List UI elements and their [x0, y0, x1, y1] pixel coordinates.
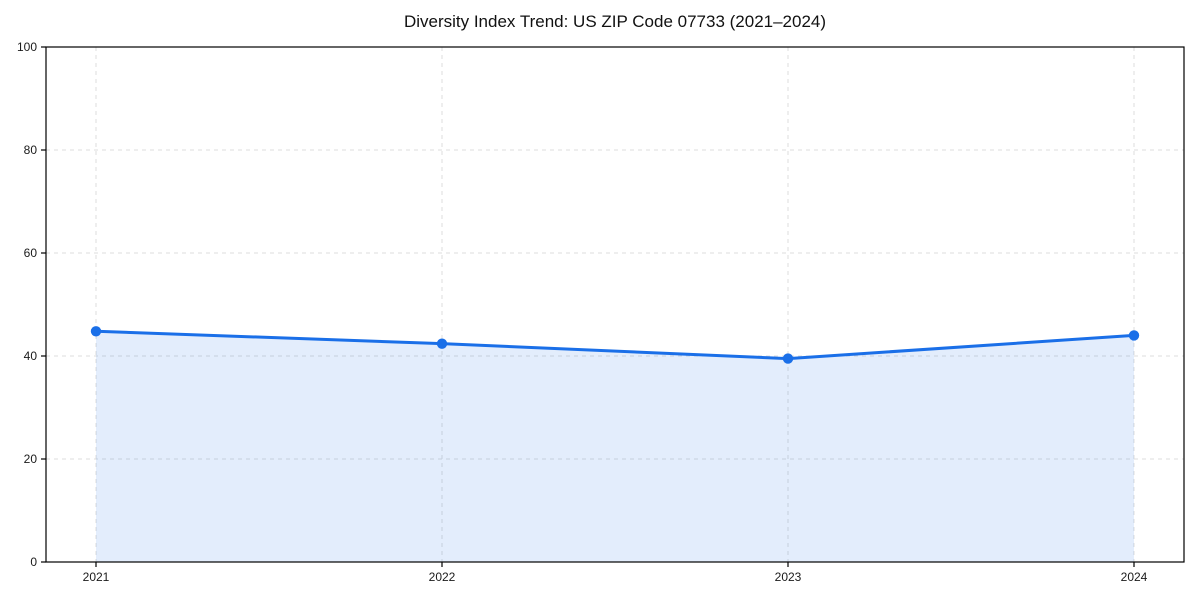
y-tick-label-0: 0	[30, 555, 37, 569]
x-tick-label-2023: 2023	[775, 570, 802, 584]
data-point-2022	[436, 338, 448, 349]
y-tick-label-100: 100	[17, 40, 37, 54]
y-tick-label-40: 40	[24, 349, 38, 363]
x-tick-label-2022: 2022	[429, 570, 456, 584]
plot-border	[45, 46, 1185, 563]
y-tick-label-60: 60	[24, 246, 38, 260]
y-tick-label-80: 80	[24, 143, 38, 157]
x-tick-label-2024: 2024	[1121, 570, 1148, 584]
data-point-2023	[782, 353, 794, 364]
trend-line	[94, 329, 1136, 361]
area-fill	[96, 331, 1134, 562]
data-point-2024	[1128, 330, 1140, 341]
chart-title: Diversity Index Trend: US ZIP Code 07733…	[403, 12, 827, 31]
y-tick-label-20: 20	[24, 452, 38, 466]
x-tick-label-2021: 2021	[83, 570, 110, 584]
data-point-2021	[90, 326, 102, 337]
